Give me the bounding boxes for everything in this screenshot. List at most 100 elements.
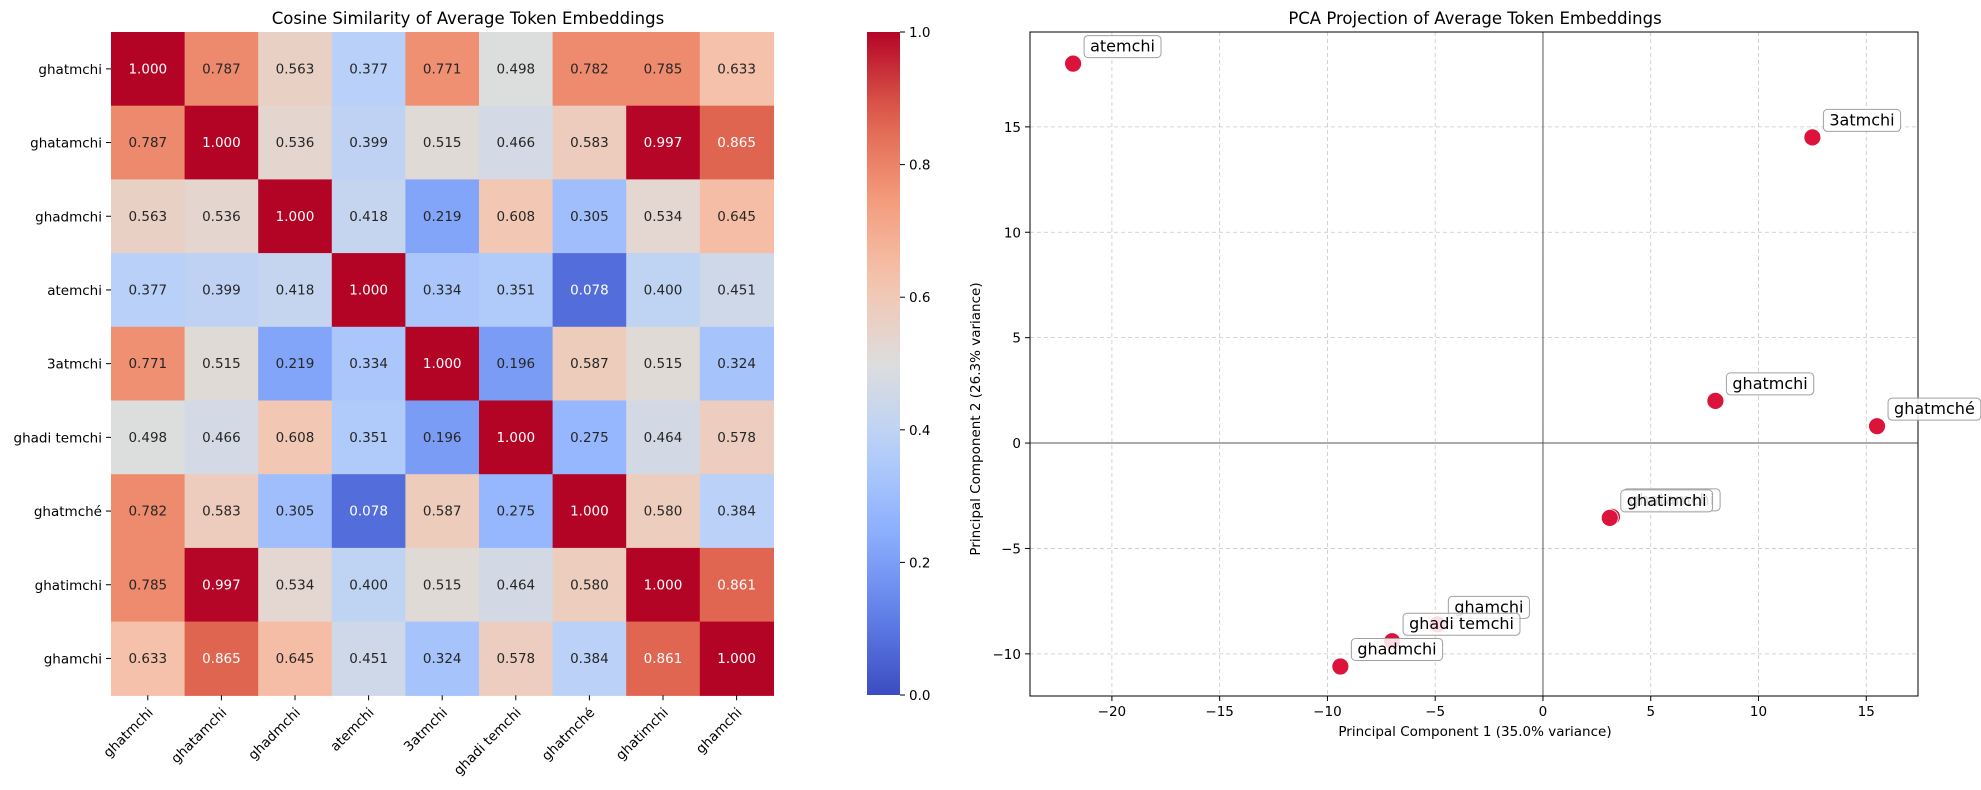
heatmap-cell xyxy=(552,105,627,180)
heatmap-cell xyxy=(552,400,627,475)
heatmap-cell xyxy=(552,621,627,696)
heatmap-col-label: ghamchi xyxy=(693,705,746,758)
heatmap-col-label: atemchi xyxy=(327,705,377,755)
heatmap-cell xyxy=(258,179,333,254)
heatmap-cell-value: 0.515 xyxy=(423,135,462,151)
heatmap-cell xyxy=(111,474,186,549)
heatmap-cell xyxy=(184,547,259,623)
heatmap-cell xyxy=(479,105,554,180)
heatmap-cell-value: 0.633 xyxy=(128,651,167,667)
heatmap-cell-value: 0.418 xyxy=(349,209,388,225)
heatmap-cell xyxy=(184,400,259,475)
scatter-point-label: ghatmchi xyxy=(1725,372,1815,396)
heatmap-title: Cosine Similarity of Average Token Embed… xyxy=(272,9,664,28)
heatmap-col-label: ghadmchi xyxy=(245,705,304,764)
scatter-label-text: ghadi temchi xyxy=(1409,614,1514,633)
heatmap-cell-value: 0.464 xyxy=(496,577,535,593)
scatter-label-box xyxy=(1350,637,1444,661)
heatmap-cell xyxy=(184,105,259,180)
heatmap-cell xyxy=(405,105,480,180)
heatmap-cell-value: 0.324 xyxy=(717,356,756,372)
heatmap-cell xyxy=(331,105,406,180)
colorbar-tick-label: 0.4 xyxy=(909,423,930,439)
heatmap-cell-value: 0.351 xyxy=(496,282,535,298)
heatmap-cell-value: 0.399 xyxy=(349,135,388,151)
heatmap-cell xyxy=(111,105,186,180)
heatmap-cell-value: 0.785 xyxy=(128,577,167,593)
heatmap-row-label: ghatmché xyxy=(34,504,102,520)
scatter-label-box xyxy=(1402,612,1521,636)
y-axis-tick-label: 10 xyxy=(1004,225,1021,241)
heatmap-cell xyxy=(258,105,333,180)
scatter-label-box xyxy=(1725,372,1815,396)
heatmap-row-label: ghatmchi xyxy=(38,62,102,78)
heatmap-cell xyxy=(405,400,480,475)
heatmap-cell-value: 0.861 xyxy=(644,651,683,667)
heatmap-cell-value: 0.466 xyxy=(202,430,241,446)
heatmap: 1.000 0.787 0.563 0.377 0.771 0.498 0.782 0.785… xyxy=(14,32,774,779)
scatter-point xyxy=(1331,657,1350,676)
y-axis-tick-label: 0 xyxy=(1012,436,1021,452)
heatmap-cell-value: 1.000 xyxy=(423,356,462,372)
heatmap-cell-value: 0.782 xyxy=(128,504,167,520)
heatmap-cell-value: 0.400 xyxy=(644,282,683,298)
heatmap-cell xyxy=(626,179,701,254)
heatmap-cell xyxy=(184,474,259,549)
scatter-point xyxy=(1706,391,1725,410)
heatmap-cell xyxy=(479,621,554,696)
heatmap-cell xyxy=(626,326,701,402)
heatmap-cell-value: 0.351 xyxy=(349,430,388,446)
heatmap-col-label: ghatimchi xyxy=(613,705,672,764)
heatmap-cell-value: 0.377 xyxy=(349,61,388,77)
heatmap-row-label: ghadi temchi xyxy=(14,430,103,446)
colorbar-tick-label: 0.8 xyxy=(909,158,930,174)
heatmap-col-label: ghadi temchi xyxy=(451,705,525,779)
heatmap-col-label: 3atmchi xyxy=(401,705,451,755)
heatmap-cell-value: 0.078 xyxy=(349,504,388,520)
heatmap-cell xyxy=(552,326,627,402)
scatter-label-text: atemchi xyxy=(1090,37,1155,56)
heatmap-cell xyxy=(699,326,774,402)
y-axis-tick-label: 5 xyxy=(1012,331,1021,347)
heatmap-cell-value: 0.196 xyxy=(423,430,462,446)
heatmap-cell-value: 0.377 xyxy=(128,282,167,298)
heatmap-cell-value: 0.645 xyxy=(717,209,756,225)
heatmap-cell xyxy=(258,547,333,623)
heatmap-cell-value: 0.466 xyxy=(496,135,535,151)
colorbar-tick-label: 0.0 xyxy=(909,688,930,704)
heatmap-cell xyxy=(405,547,480,623)
heatmap-cell-value: 0.865 xyxy=(202,651,241,667)
scatter-label-text: ghadmchi xyxy=(1357,639,1436,658)
heatmap-cell-value: 0.771 xyxy=(128,356,167,372)
heatmap-cell-value: 0.580 xyxy=(644,504,683,520)
heatmap-cell-value: 0.275 xyxy=(570,430,609,446)
heatmap-cell-value: 0.536 xyxy=(202,209,241,225)
heatmap-cell-value: 0.578 xyxy=(496,651,535,667)
colorbar-tick-label: 0.6 xyxy=(909,290,930,306)
heatmap-cell-value: 0.534 xyxy=(276,577,315,593)
heatmap-cell xyxy=(626,105,701,180)
heatmap-cell xyxy=(184,179,259,254)
heatmap-cell xyxy=(331,547,406,623)
heatmap-col-label: ghatmchi xyxy=(100,705,156,761)
scatter-y-axis-label: Principal Component 2 (26.3% variance) xyxy=(968,282,984,555)
x-axis-tick-label: 0 xyxy=(1539,704,1548,720)
heatmap-cell-value: 0.078 xyxy=(570,282,609,298)
scatter-label-text: ghatimchi xyxy=(1627,491,1707,510)
heatmap-cell-value: 0.275 xyxy=(496,504,535,520)
heatmap-cell-value: 0.515 xyxy=(202,356,241,372)
heatmap-cell-value: 0.587 xyxy=(423,504,462,520)
scatter-label-box xyxy=(1822,108,1902,132)
colorbar-tick-label: 1.0 xyxy=(909,25,930,41)
scatter-point xyxy=(1868,417,1886,436)
heatmap-cell-value: 1.000 xyxy=(717,651,756,667)
heatmap-cell-value: 0.384 xyxy=(717,504,756,520)
heatmap-cell xyxy=(405,474,480,549)
heatmap-cell xyxy=(258,400,333,475)
y-axis-tick-label: 15 xyxy=(1004,120,1021,136)
y-axis-tick-label: −5 xyxy=(1001,541,1021,557)
scatter-point-label: ghatimchi xyxy=(1620,489,1714,513)
heatmap-cell xyxy=(699,547,774,623)
heatmap-cell-value: 1.000 xyxy=(496,430,535,446)
heatmap-cell xyxy=(331,621,406,696)
